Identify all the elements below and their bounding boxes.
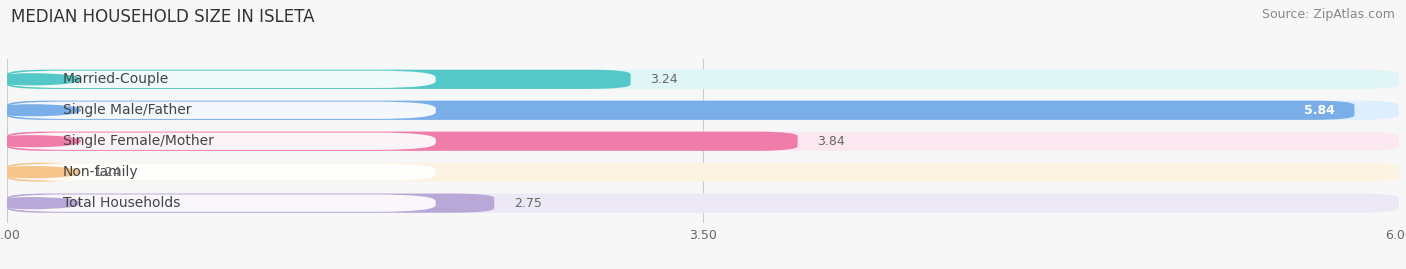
FancyBboxPatch shape (7, 70, 1399, 89)
Text: 3.84: 3.84 (817, 135, 845, 148)
FancyBboxPatch shape (7, 101, 1399, 120)
FancyBboxPatch shape (4, 164, 436, 181)
Circle shape (0, 136, 80, 147)
FancyBboxPatch shape (7, 132, 1399, 151)
Text: Single Female/Mother: Single Female/Mother (63, 134, 214, 148)
Text: Single Male/Father: Single Male/Father (63, 103, 191, 117)
Text: MEDIAN HOUSEHOLD SIZE IN ISLETA: MEDIAN HOUSEHOLD SIZE IN ISLETA (11, 8, 315, 26)
FancyBboxPatch shape (7, 101, 1354, 120)
Circle shape (0, 198, 80, 208)
Text: Total Households: Total Households (63, 196, 180, 210)
Text: 1.24: 1.24 (93, 166, 121, 179)
FancyBboxPatch shape (7, 132, 797, 151)
Circle shape (0, 74, 80, 85)
Text: 5.84: 5.84 (1305, 104, 1334, 117)
Text: 2.75: 2.75 (513, 197, 541, 210)
Text: Married-Couple: Married-Couple (63, 72, 169, 86)
Text: Non-family: Non-family (63, 165, 138, 179)
FancyBboxPatch shape (4, 102, 436, 119)
Text: 3.24: 3.24 (650, 73, 678, 86)
FancyBboxPatch shape (7, 194, 495, 213)
FancyBboxPatch shape (7, 70, 631, 89)
Circle shape (0, 167, 80, 178)
FancyBboxPatch shape (7, 194, 1399, 213)
FancyBboxPatch shape (7, 162, 75, 182)
Circle shape (0, 105, 80, 116)
FancyBboxPatch shape (7, 162, 1399, 182)
FancyBboxPatch shape (4, 71, 436, 88)
Text: Source: ZipAtlas.com: Source: ZipAtlas.com (1261, 8, 1395, 21)
FancyBboxPatch shape (4, 133, 436, 150)
FancyBboxPatch shape (4, 194, 436, 212)
